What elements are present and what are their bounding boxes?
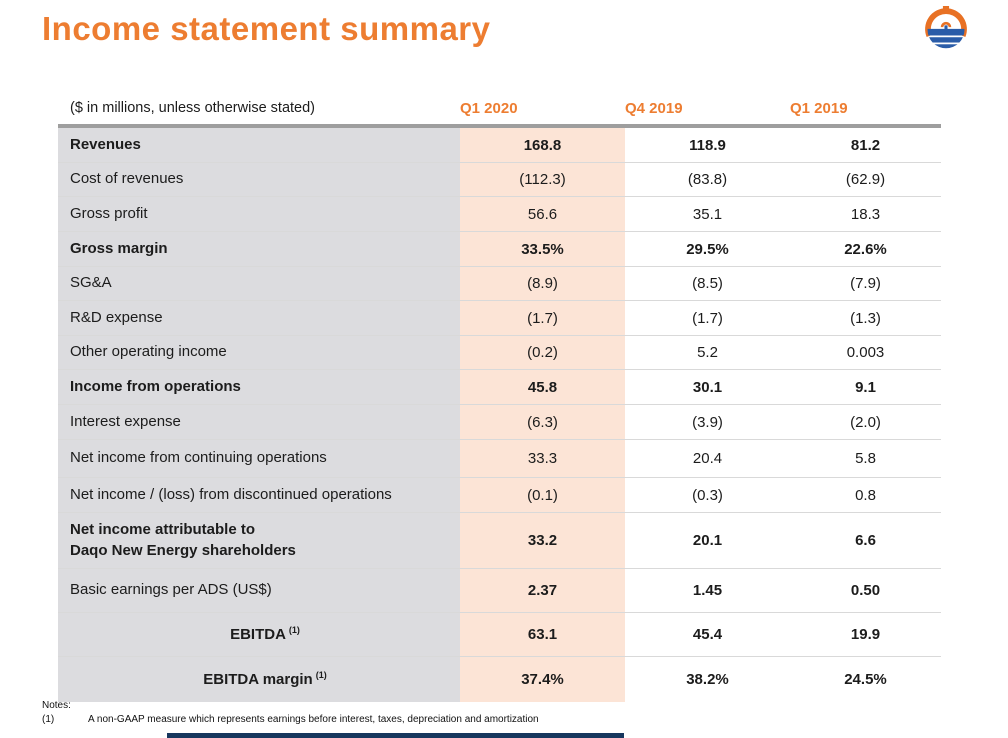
units-note: ($ in millions, unless otherwise stated) (70, 100, 315, 116)
cell-value: (0.2) (460, 336, 625, 369)
row-label: Net income / (loss) from discontinued op… (70, 485, 392, 503)
cell-value: 63.1 (460, 613, 625, 656)
cell-value: 33.5% (460, 232, 625, 266)
cell-value: 118.9 (689, 136, 726, 154)
cell-value: 20.4 (692, 450, 723, 467)
row-label: Income from operations (70, 377, 241, 395)
row-label: Cost of revenues (70, 170, 184, 188)
cell-value: 37.4% (460, 657, 625, 702)
row-label: Net income from continuing operations (70, 449, 327, 467)
cell-value: 22.6% (844, 240, 887, 258)
cell-value: 81.2 (850, 136, 881, 154)
table-row-ebitda-margin: EBITDA margin (1) 37.4% 38.2% 24.5% (58, 657, 941, 702)
table-row-interest-expense: Interest expense (6.3) (3.9) (2.0) (58, 405, 941, 440)
row-label: Gross margin (70, 239, 168, 257)
cell-value: 56.6 (460, 197, 625, 231)
cell-value: 33.2 (460, 513, 625, 568)
table-row-net-income-discontinued: Net income / (loss) from discontinued op… (58, 478, 941, 513)
cell-value: 20.1 (692, 532, 723, 549)
cell-value: 0.50 (850, 582, 881, 599)
row-label: Gross profit (70, 204, 148, 222)
cell-value: (2.0) (850, 413, 881, 431)
footnote-marker: (1) (42, 714, 55, 725)
cell-value: 19.9 (850, 626, 881, 643)
cell-value: (1.7) (460, 301, 625, 335)
cell-value: 0.003 (846, 344, 885, 361)
table-row-other-operating-income: Other operating income (0.2) 5.2 0.003 (58, 336, 941, 370)
cell-value: 2.37 (460, 569, 625, 612)
row-label: EBITDA (230, 626, 286, 643)
table-body: Revenues 168.8 118.9 81.2 Cost of revenu… (58, 128, 941, 702)
table-row-cost-of-revenues: Cost of revenues (112.3) (83.8) (62.9) (58, 163, 941, 197)
footnote-ref: (1) (315, 669, 327, 680)
cell-value: (112.3) (460, 163, 625, 196)
table-row-net-income-attributable: Net income attributable to Daqo New Ener… (58, 513, 941, 569)
header-divider (58, 124, 941, 128)
cell-value: (0.3) (692, 486, 723, 504)
daqo-company-logo-icon (925, 6, 967, 49)
cell-value: 45.4 (692, 626, 723, 643)
row-label: SG&A (70, 274, 112, 292)
cell-value: 1.45 (692, 582, 723, 599)
cell-value: 9.1 (855, 378, 876, 396)
income-statement-table: ($ in millions, unless otherwise stated)… (58, 94, 941, 702)
cell-value: (8.5) (692, 275, 723, 292)
cell-value: (1.3) (850, 309, 881, 327)
cell-value: 5.8 (855, 450, 876, 467)
column-header-q1-2019: Q1 2019 (790, 99, 848, 117)
table-row-gross-profit: Gross profit 56.6 35.1 18.3 (58, 197, 941, 232)
cell-value: 18.3 (850, 205, 881, 223)
cell-value: (7.9) (850, 275, 881, 292)
cell-value: 24.5% (844, 671, 887, 688)
cell-value: (62.9) (845, 171, 886, 188)
footer-accent-bar (167, 733, 624, 738)
cell-value: 29.5% (686, 240, 729, 258)
cell-value: (6.3) (460, 405, 625, 439)
row-label: Revenues (70, 135, 141, 153)
column-header-q1-2020: Q1 2020 (460, 99, 518, 117)
footnotes: Notes: (1) A non-GAAP measure which repr… (42, 699, 539, 726)
table-header-row: ($ in millions, unless otherwise stated)… (58, 94, 941, 122)
notes-heading: Notes: (42, 700, 71, 711)
table-row-gross-margin: Gross margin 33.5% 29.5% 22.6% (58, 232, 941, 267)
footnote-ref: (1) (288, 624, 300, 635)
row-label-line1: Net income attributable to (70, 521, 256, 539)
cell-value: 35.1 (692, 205, 723, 223)
row-label: Other operating income (70, 343, 227, 361)
cell-value: (1.7) (692, 309, 723, 327)
footnote-item: (1) A non-GAAP measure which represents … (42, 713, 539, 726)
cell-value: 38.2% (686, 671, 729, 688)
row-label: Basic earnings per ADS (US$) (70, 581, 272, 599)
table-row-net-income-continuing: Net income from continuing operations 33… (58, 440, 941, 478)
table-row-basic-eps: Basic earnings per ADS (US$) 2.37 1.45 0… (58, 569, 941, 613)
cell-value: 33.3 (460, 440, 625, 477)
table-row-ebitda: EBITDA (1) 63.1 45.4 19.9 (58, 613, 941, 657)
row-label: R&D expense (70, 308, 163, 326)
column-header-q4-2019: Q4 2019 (625, 99, 683, 117)
cell-value: 0.8 (855, 486, 876, 504)
cell-value: 30.1 (692, 378, 723, 396)
page-title: Income statement summary (42, 10, 491, 47)
row-label: Interest expense (70, 412, 181, 430)
cell-value: (83.8) (687, 171, 728, 188)
cell-value: (3.9) (692, 413, 723, 431)
cell-value: 168.8 (460, 128, 625, 162)
cell-value: (8.9) (460, 267, 625, 300)
table-row-revenues: Revenues 168.8 118.9 81.2 (58, 128, 941, 163)
cell-value: 5.2 (697, 344, 718, 361)
cell-value: 45.8 (460, 370, 625, 404)
table-row-sga: SG&A (8.9) (8.5) (7.9) (58, 267, 941, 301)
footnote-text: A non-GAAP measure which represents earn… (88, 714, 539, 725)
cell-value: 6.6 (855, 532, 876, 549)
cell-value: (0.1) (460, 478, 625, 512)
table-row-income-from-operations: Income from operations 45.8 30.1 9.1 (58, 370, 941, 405)
table-row-rd-expense: R&D expense (1.7) (1.7) (1.3) (58, 301, 941, 336)
row-label-line2: Daqo New Energy shareholders (70, 541, 296, 559)
row-label: EBITDA margin (203, 671, 313, 688)
